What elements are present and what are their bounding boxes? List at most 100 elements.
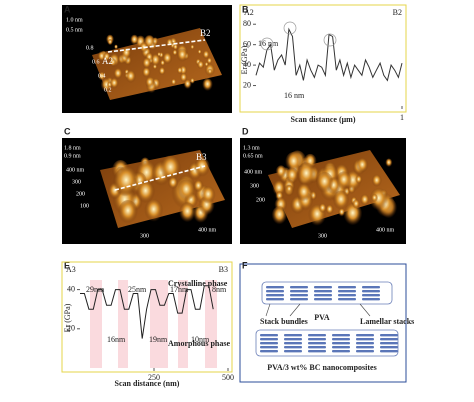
axis-label: 300 <box>250 183 259 189</box>
afm-image-c: B3 1.8 nm 0.9 nm 400 nm 300 200 100 300 400 nm <box>62 138 232 244</box>
lamella <box>260 338 278 341</box>
peak <box>275 165 287 180</box>
lamella <box>314 298 332 301</box>
peak <box>359 194 370 208</box>
axis-label: 200 <box>76 191 85 197</box>
lamella <box>332 342 350 345</box>
amorphous-band <box>118 280 128 368</box>
panel-label: D <box>242 126 249 136</box>
peak <box>176 48 188 64</box>
lamella <box>284 346 302 349</box>
segment-label: 10nm <box>191 335 210 344</box>
lamella <box>290 290 308 293</box>
peak <box>144 199 164 225</box>
panel-label: E <box>64 260 70 270</box>
axis-label: 0.9 nm <box>64 153 81 159</box>
diagram-label: Lamellar stacks <box>360 317 414 326</box>
peak <box>202 50 210 61</box>
lamella <box>332 334 350 337</box>
segment-label: 25nm <box>128 285 147 294</box>
marker: A2 <box>102 56 113 66</box>
peak <box>202 78 213 93</box>
panel-label: F <box>242 260 248 270</box>
y-tick-label: 60 <box>243 39 251 48</box>
axis-label: 100 <box>80 203 89 209</box>
axis-label: 1.0 nm <box>66 17 83 23</box>
lamella <box>284 350 302 353</box>
axis-label: 0.65 nm <box>243 153 263 159</box>
y-tick-label: 40 <box>67 284 75 293</box>
peak <box>325 204 334 216</box>
peak <box>156 52 162 58</box>
annotation: Crystalline phase <box>168 279 228 288</box>
peak <box>315 171 334 196</box>
lamella <box>284 334 302 337</box>
axis-label: 0.6 <box>92 59 100 65</box>
peak <box>385 158 393 169</box>
peak <box>98 71 106 82</box>
peak <box>179 72 188 84</box>
axis-label: 400 nm <box>66 167 85 173</box>
peak <box>109 77 119 90</box>
peak <box>167 176 179 191</box>
lamella <box>290 286 308 289</box>
start-label: A3 <box>66 265 76 274</box>
axis-label: 1.3 nm <box>243 145 260 151</box>
lamella <box>380 350 398 353</box>
start-label: A2 <box>244 8 254 17</box>
axis-label: 400 nm <box>198 227 217 233</box>
marker: B3 <box>196 152 207 162</box>
annotation: 16 nm <box>258 39 279 48</box>
peak <box>196 60 205 71</box>
afm-image-a: A2 B2 1.0 nm 0.5 nm 0.8 0.6 0.4 0.2 <box>62 5 232 113</box>
lamella <box>356 342 374 345</box>
lamella <box>380 346 398 349</box>
peak <box>204 61 209 68</box>
lamella <box>338 286 356 289</box>
peak <box>172 49 178 57</box>
peak <box>296 183 312 204</box>
x-tick-label: 500 <box>222 373 234 382</box>
peak <box>109 58 117 68</box>
lamella <box>266 298 284 301</box>
peak <box>172 43 179 52</box>
afm-image-d: 1.3 nm 0.65 nm 400 nm 300 200 300 400 nm <box>240 138 406 244</box>
data-line <box>255 27 403 82</box>
y-tick-label: 40 <box>243 60 251 69</box>
panel-label: B <box>242 4 249 14</box>
axis-label: 0.4 <box>98 73 106 79</box>
diagram-label: PVA/3 wt% BC nanocomposites <box>267 363 376 372</box>
lamella <box>332 338 350 341</box>
scan-line <box>107 39 206 53</box>
lamella <box>284 338 302 341</box>
peak <box>177 179 196 204</box>
lamella <box>266 286 284 289</box>
diagram-label: PVA <box>314 313 330 322</box>
lamella <box>380 342 398 345</box>
peak <box>355 157 369 175</box>
peak <box>139 42 149 55</box>
axis-label: 300 <box>72 179 81 185</box>
axis-label: 0.5 nm <box>66 27 83 33</box>
peak <box>125 70 137 85</box>
peak <box>285 184 293 195</box>
peak <box>176 66 183 75</box>
peak <box>193 179 204 194</box>
pva-box <box>261 281 393 305</box>
peak <box>166 38 174 49</box>
axis-label: 400 nm <box>244 169 263 175</box>
scan-line <box>114 165 206 191</box>
lamella <box>356 334 374 337</box>
lamella <box>380 338 398 341</box>
peak <box>107 38 113 46</box>
peak <box>371 193 379 204</box>
highlight-circle <box>323 33 337 47</box>
peak <box>285 167 299 186</box>
axis-label: 1.8 nm <box>64 145 81 151</box>
lamella <box>284 342 302 345</box>
highlight-circle <box>283 21 297 35</box>
x-tick-label: 250 <box>148 373 160 382</box>
peak <box>371 174 382 189</box>
diagram-f: Stack bundles PVA Lamellar stacks PVA/3 wt%… <box>239 263 414 383</box>
amorphous-band <box>90 280 102 368</box>
